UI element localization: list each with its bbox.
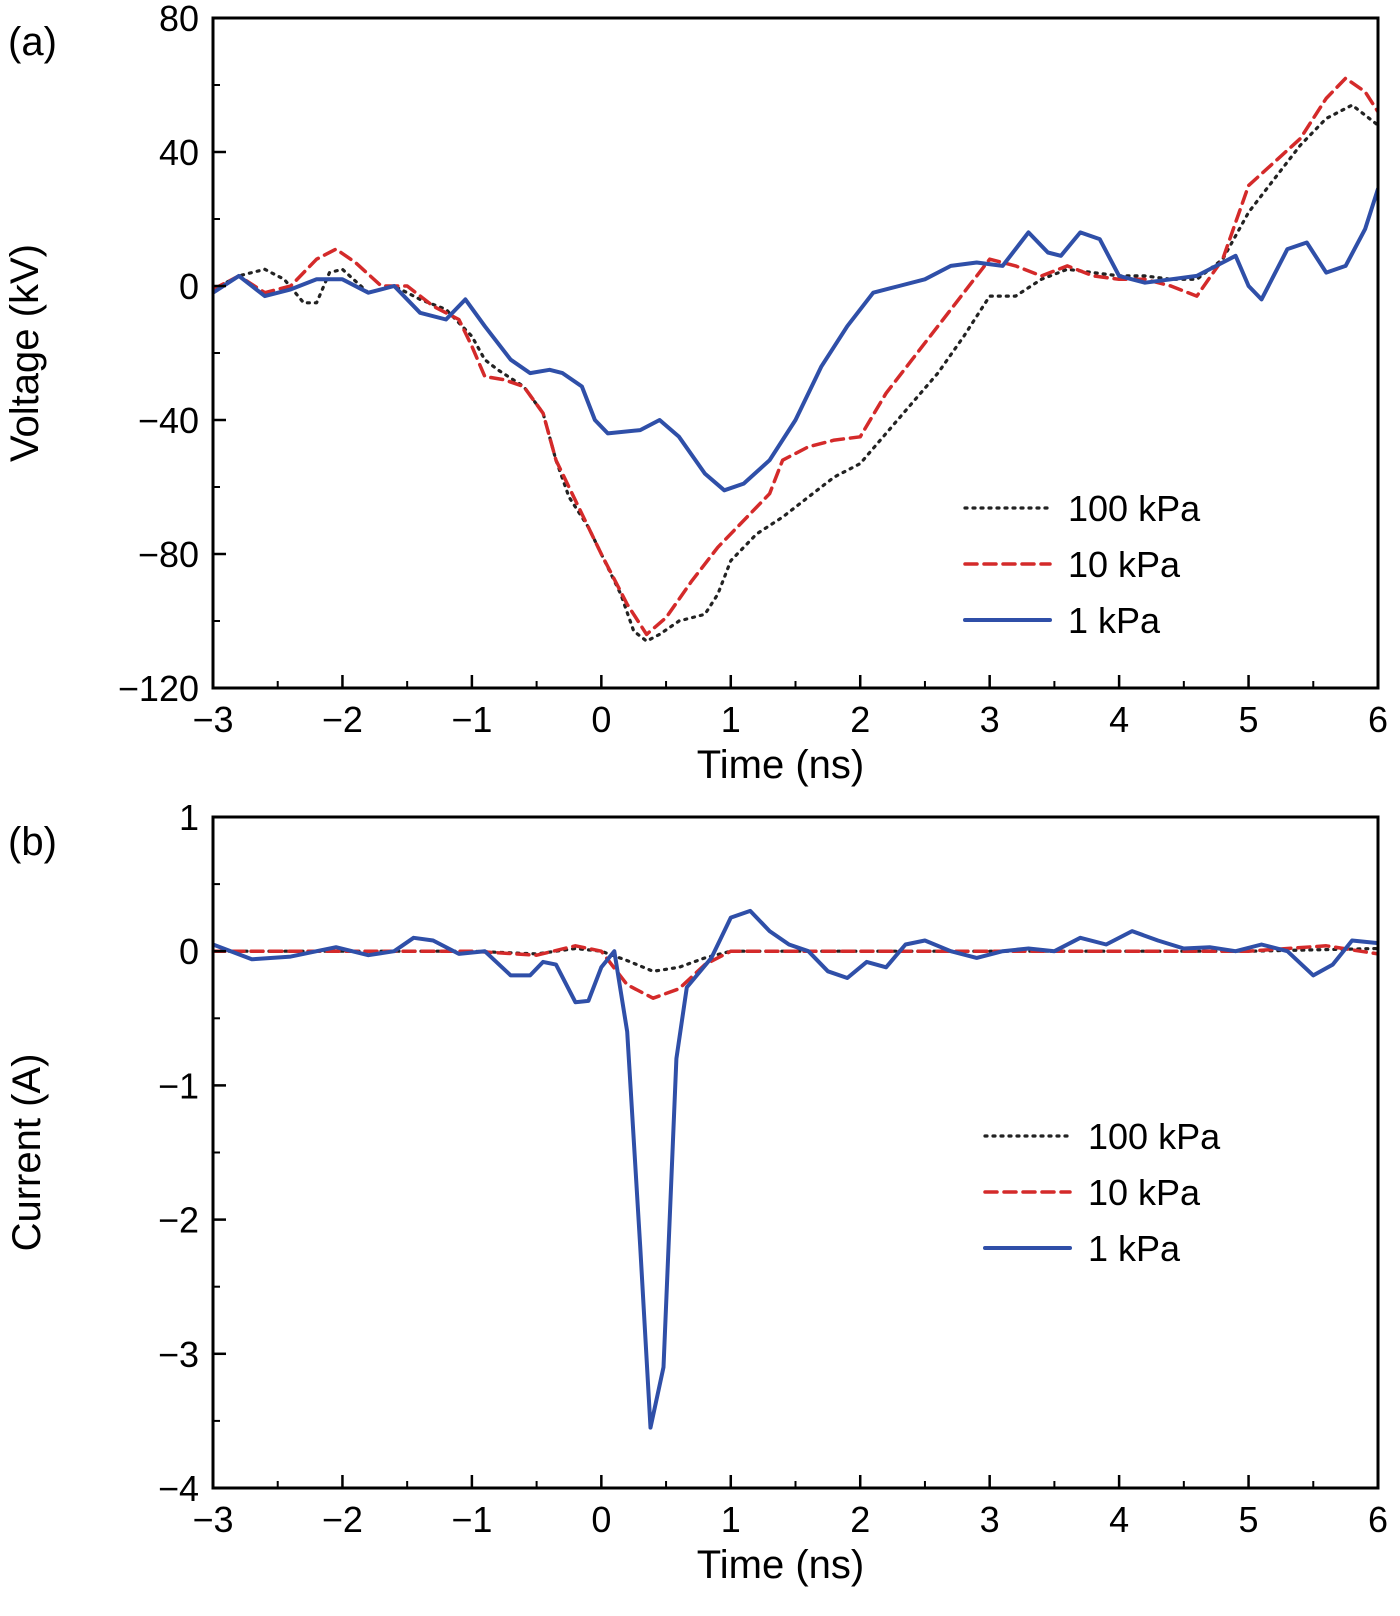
series-group: [213, 908, 1378, 1430]
x-tick-label: 2: [850, 699, 870, 740]
x-tick-label: −1: [451, 699, 492, 740]
x-tick-label: 0: [591, 1499, 611, 1540]
panel-a-voltage: −3 −2 −1 0 1 2 3 4 5 6 80 40 0 −40 −80 −120 Time (ns) Vol…: [3, 0, 1388, 787]
y-axis-label: Voltage (kV): [3, 244, 47, 462]
series-line-1-kpa: [213, 186, 1378, 493]
x-tick-label: −3: [192, 1499, 233, 1540]
x-tick-label: 5: [1239, 699, 1259, 740]
x-tick-label: −2: [322, 699, 363, 740]
legend-label: 10 kPa: [1068, 544, 1181, 585]
series-line-100-kpa: [213, 103, 1378, 643]
y-tick-label: −3: [158, 1334, 199, 1375]
legend-label: 1 kPa: [1088, 1228, 1181, 1269]
series-line-10-kpa: [213, 76, 1378, 637]
x-tick-label: 0: [591, 699, 611, 740]
y-tick-label: 80: [159, 0, 199, 39]
y-tick-label: −120: [118, 668, 199, 709]
y-tick-label: −80: [138, 534, 199, 575]
x-tick-label: −2: [322, 1499, 363, 1540]
legend: 100 kPa 10 kPa 1 kPa: [963, 488, 1201, 641]
panel-label: (b): [8, 820, 57, 864]
y-tick-label: 1: [179, 797, 199, 838]
legend-label: 10 kPa: [1088, 1172, 1201, 1213]
x-tick-label: −1: [451, 1499, 492, 1540]
x-tick-label: 6: [1368, 1499, 1388, 1540]
plot-frame: [211, 16, 1380, 690]
x-tick-label: 1: [721, 699, 741, 740]
legend-label: 100 kPa: [1068, 488, 1201, 529]
y-tick-label: 40: [159, 132, 199, 173]
y-tick-label: 0: [179, 931, 199, 972]
x-axis-label: Time (ns): [697, 743, 864, 787]
legend: 100 kPa 10 kPa 1 kPa: [983, 1116, 1221, 1269]
x-axis-label: Time (ns): [697, 1543, 864, 1587]
x-tick-label: 4: [1109, 1499, 1129, 1540]
series-line-1-kpa: [213, 908, 1378, 1430]
x-tick-label: 2: [850, 1499, 870, 1540]
x-tick-label: 3: [980, 1499, 1000, 1540]
x-tick-label: 5: [1239, 1499, 1259, 1540]
y-tick-label: 0: [179, 266, 199, 307]
y-tick-label: −4: [158, 1468, 199, 1509]
y-tick-label: −40: [138, 400, 199, 441]
panel-label: (a): [8, 20, 57, 64]
legend-label: 1 kPa: [1068, 600, 1161, 641]
x-tick-label: 6: [1368, 699, 1388, 740]
x-tick-label: 1: [721, 1499, 741, 1540]
series-group: [213, 76, 1378, 643]
y-tick-label: −1: [158, 1065, 199, 1106]
x-tick-label: 4: [1109, 699, 1129, 740]
legend-label: 100 kPa: [1088, 1116, 1221, 1157]
x-tick-label: 3: [980, 699, 1000, 740]
y-tick-label: −2: [158, 1200, 199, 1241]
y-axis-label: Current (A): [5, 1054, 49, 1252]
x-tick-label: −3: [192, 699, 233, 740]
